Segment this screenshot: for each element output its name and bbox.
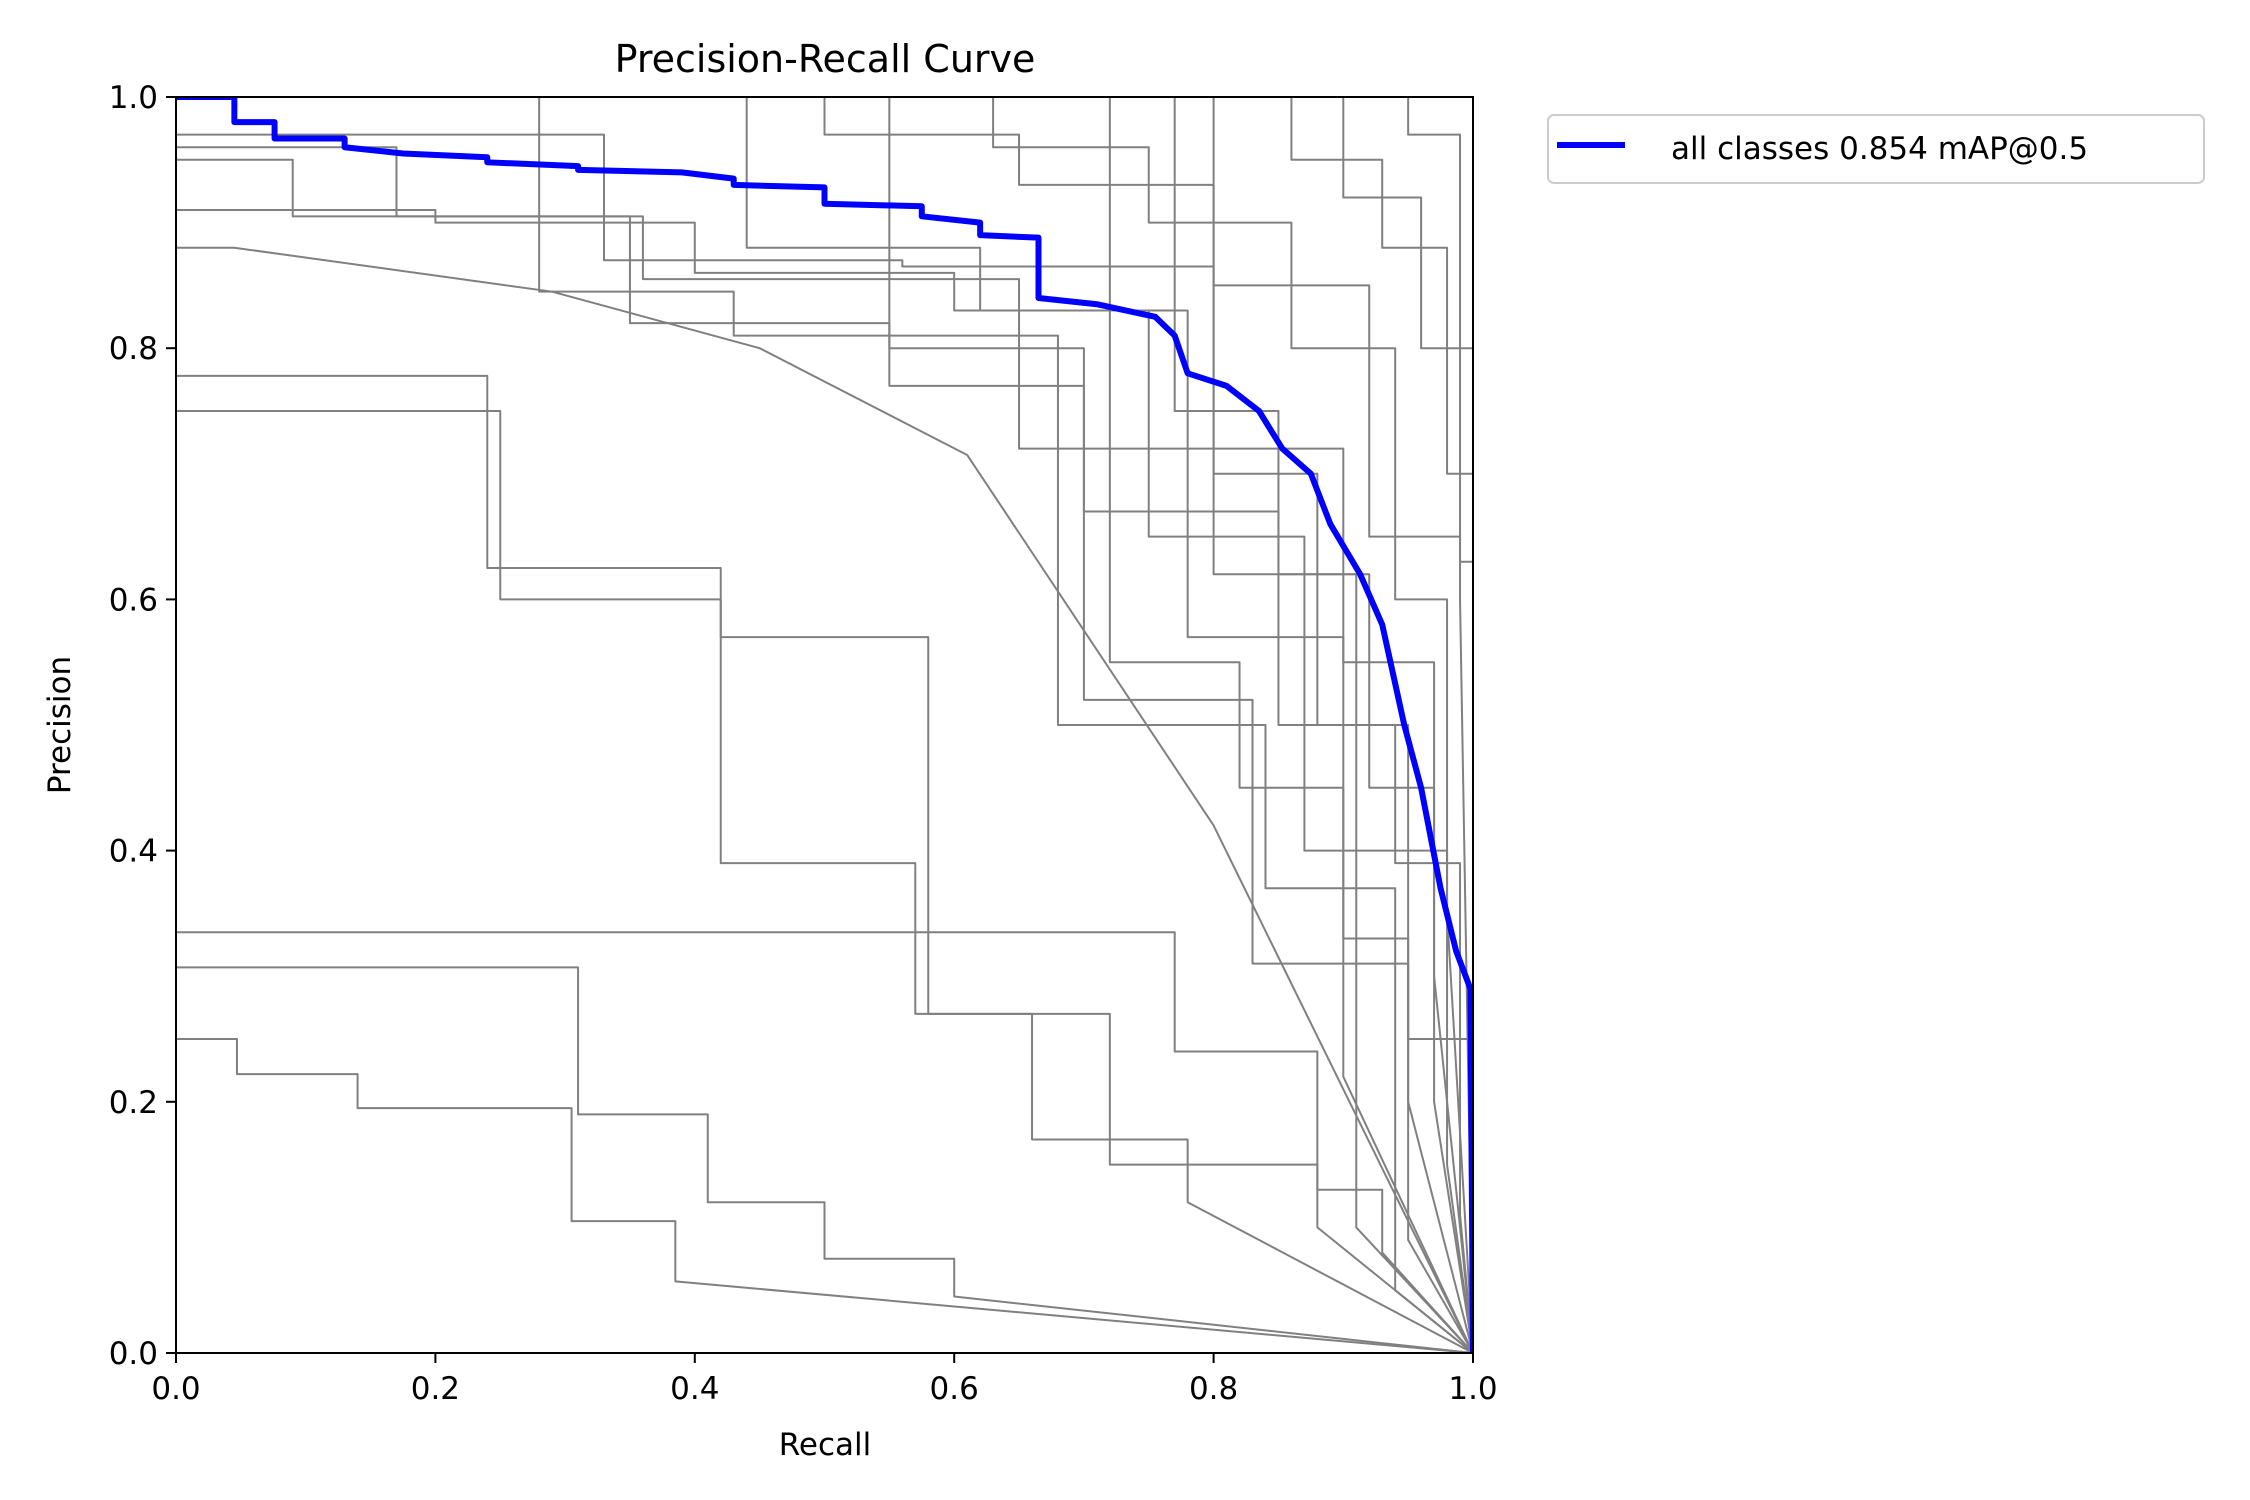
y-tick-label: 1.0: [109, 80, 158, 116]
x-tick-label: 0.6: [930, 1371, 979, 1407]
class-line: [176, 158, 1473, 1353]
x-tick-label: 0.0: [151, 1371, 200, 1407]
class-line: [176, 97, 1473, 1353]
class-line: [176, 97, 1473, 1353]
legend: all classes 0.854 mAP@0.5: [1547, 114, 2205, 184]
y-tick-label: 0.0: [109, 1336, 158, 1372]
legend-box: [1547, 114, 2205, 184]
class-line: [176, 1038, 1473, 1353]
x-tick-label: 0.2: [411, 1371, 460, 1407]
class-line: [176, 133, 1473, 1353]
class-curves: [176, 97, 1473, 1353]
all-classes-curve: [176, 97, 1473, 1353]
all-classes-line: [176, 97, 1473, 1353]
class-line: [176, 97, 1473, 1353]
axes-frame: [175, 96, 1474, 1354]
legend-label: all classes 0.854 mAP@0.5: [1671, 131, 2088, 167]
class-line: [176, 97, 1473, 1353]
y-tick-label: 0.8: [109, 331, 158, 367]
y-tick-label: 0.2: [109, 1085, 158, 1121]
x-axis-ticks: 0.0 0.2 0.4 0.6 0.8 1.0: [151, 1353, 1498, 1407]
y-tick-label: 0.6: [109, 582, 158, 618]
plot-area: [175, 96, 1474, 1354]
x-tick-label: 1.0: [1448, 1371, 1497, 1407]
class-line: [176, 97, 1473, 1353]
y-axis-label: Precision: [42, 656, 78, 794]
class-line: [176, 966, 1473, 1353]
class-line: [176, 374, 1473, 1353]
x-tick-label: 0.8: [1189, 1371, 1238, 1407]
class-line: [176, 97, 1473, 1353]
y-tick-label: 0.4: [109, 834, 158, 870]
class-line: [176, 97, 1473, 1353]
chart-title: Precision-Recall Curve: [615, 37, 1036, 81]
x-axis-label: Recall: [779, 1427, 872, 1463]
class-line: [176, 246, 1473, 1353]
y-axis-ticks: 0.0 0.2 0.4 0.6 0.8 1.0: [109, 80, 176, 1372]
class-line: [176, 931, 1473, 1353]
class-line: [176, 97, 1473, 1353]
class-line: [176, 146, 1473, 1353]
x-tick-label: 0.4: [670, 1371, 719, 1407]
